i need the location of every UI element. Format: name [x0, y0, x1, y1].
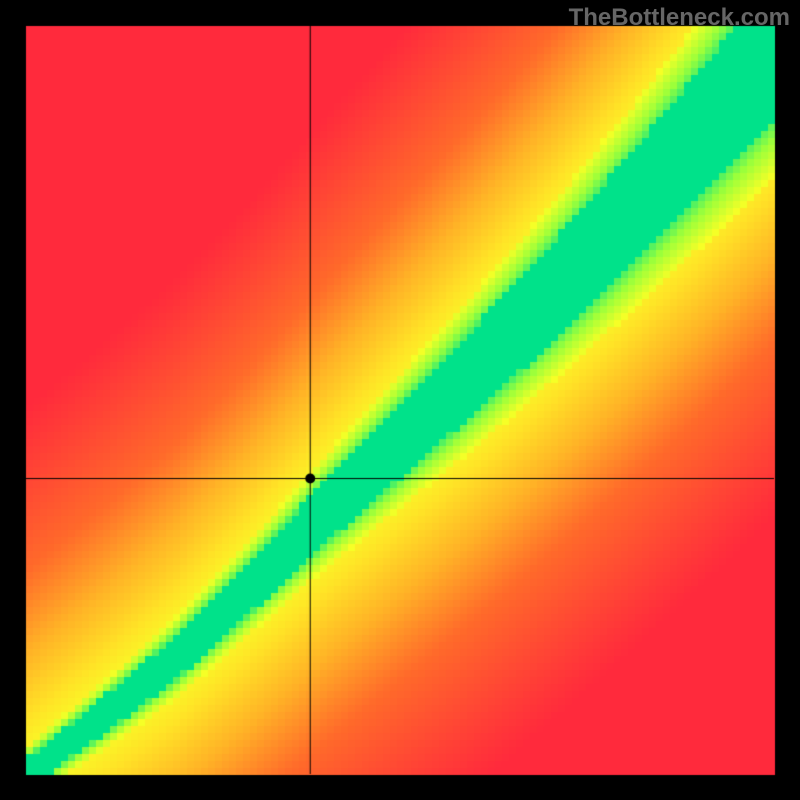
heatmap-canvas [0, 0, 800, 800]
watermark-text: TheBottleneck.com [569, 4, 790, 32]
chart-container: TheBottleneck.com [0, 0, 800, 800]
